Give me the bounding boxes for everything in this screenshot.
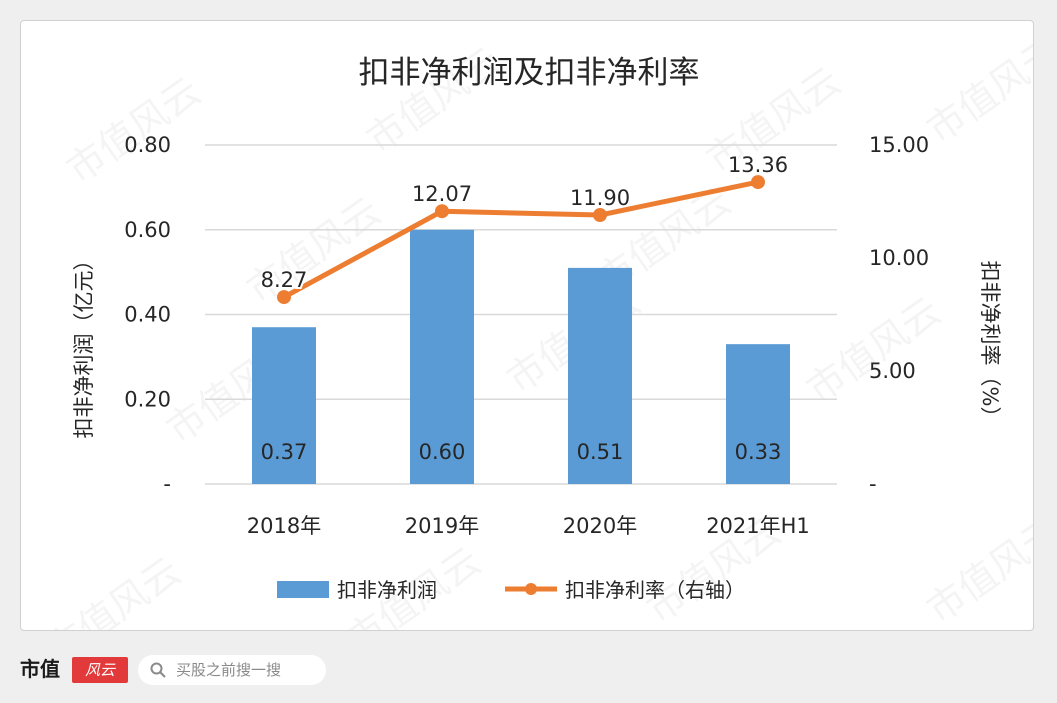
bar-data-label: 0.51 — [577, 440, 624, 464]
bar-data-label: 0.37 — [261, 440, 308, 464]
y-right-tick-label: - — [869, 472, 877, 496]
footer: 市值 风云 买股之前搜一搜 — [0, 645, 1057, 693]
legend: 扣非净利润 扣非净利率（右轴） — [277, 578, 745, 602]
chart-card: 市值风云 市值风云 市值风云 市值风云 市值风云 市值风云 市值风云 市值风云 市值风云 市值风云… — [20, 20, 1034, 631]
watermark-text: 市值风云 — [39, 549, 189, 630]
bar — [410, 229, 474, 484]
line-data-label: 12.07 — [412, 182, 472, 206]
labels-layer: 0.37 0.60 0.51 0.33 8.27 12.07 11.90 13.36 — [259, 151, 790, 464]
bar — [568, 267, 632, 484]
line-layer — [277, 175, 765, 305]
line-point — [435, 204, 449, 219]
y-left-tick-label: 0.60 — [124, 218, 171, 242]
watermark-text: 市值风云 — [59, 69, 209, 192]
y-left-tick-label: 0.40 — [124, 303, 171, 327]
search-icon — [150, 662, 166, 678]
y-right-tick-label: 15.00 — [869, 133, 929, 157]
line-data-label: 13.36 — [728, 153, 788, 177]
x-tick-label: 2019年 — [405, 514, 479, 538]
bar — [252, 327, 316, 484]
line-data-label: 11.90 — [570, 186, 630, 210]
line-point — [277, 290, 291, 305]
y-left-tick-label: 0.80 — [124, 133, 171, 157]
x-tick-label: 2018年 — [247, 514, 321, 538]
x-tick-label: 2021年H1 — [706, 514, 810, 538]
search-input[interactable]: 买股之前搜一搜 — [138, 655, 326, 685]
y-axis-right-label: 扣非净利率（%） — [978, 261, 1002, 428]
watermark-text: 市值风云 — [919, 509, 1033, 630]
legend-line-label: 扣非净利率（右轴） — [565, 578, 745, 602]
grid-layer: - 0.20 0.40 0.60 0.80 - 5.00 10.00 15.00 2018年 201… — [124, 133, 929, 538]
y-right-tick-label: 5.00 — [869, 359, 916, 383]
y-axis-left-label: 扣非净利润（亿元） — [72, 250, 96, 439]
y-left-tick-label: - — [163, 472, 171, 496]
bar-data-label: 0.33 — [735, 440, 782, 464]
x-tick-label: 2020年 — [563, 514, 637, 538]
search-placeholder: 买股之前搜一搜 — [176, 661, 282, 679]
legend-bar-swatch — [277, 581, 329, 598]
brand-logo-badge: 风云 — [72, 657, 128, 683]
line-point — [593, 208, 607, 223]
bar — [726, 344, 790, 484]
bar-data-label: 0.60 — [419, 440, 466, 464]
y-right-tick-label: 10.00 — [869, 246, 929, 270]
brand-logo-text: 市值 — [20, 657, 60, 681]
legend-line-marker — [525, 583, 537, 595]
watermark-text: 市值风云 — [919, 29, 1033, 152]
bars-layer — [252, 229, 790, 484]
y-left-tick-label: 0.20 — [124, 387, 171, 411]
line-data-label: 8.27 — [261, 268, 308, 292]
line-point — [751, 175, 765, 190]
legend-bar-label: 扣非净利润 — [337, 578, 437, 602]
chart-title: 扣非净利润及扣非净利率 — [359, 55, 700, 91]
watermark-text: 市值风云 — [799, 289, 949, 412]
line-series — [281, 179, 761, 300]
